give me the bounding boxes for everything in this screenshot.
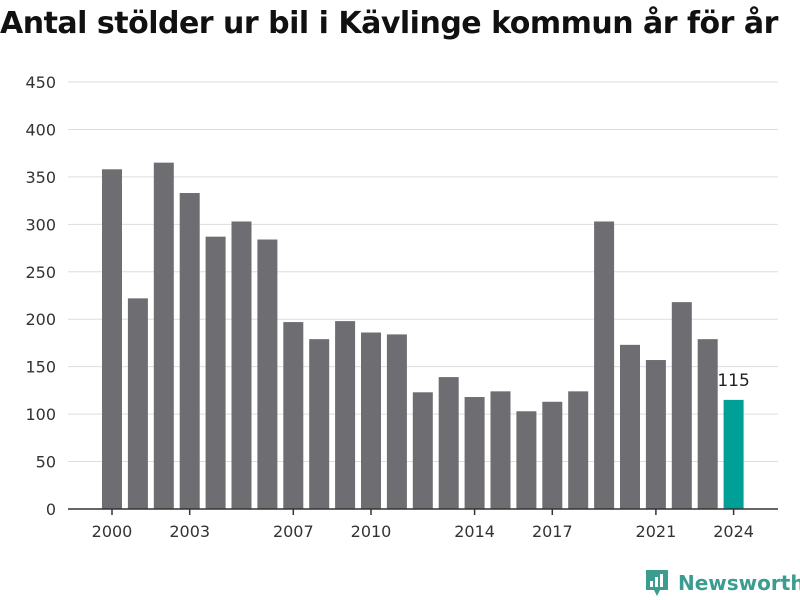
brand-name: Newsworthy [678, 571, 800, 595]
y-tick-label: 300 [25, 215, 56, 234]
y-tick-label: 350 [25, 168, 56, 187]
bar-2001 [127, 298, 148, 509]
brand-logo: Newsworthy [644, 568, 800, 598]
bar-2008 [309, 339, 330, 509]
bar-2009 [335, 321, 356, 509]
bar-2006 [257, 239, 278, 509]
x-tick-label: 2003 [169, 522, 210, 541]
bar-2023 [697, 339, 718, 509]
data-labels: 115 [717, 371, 749, 391]
y-tick-label: 50 [36, 453, 56, 472]
y-tick-label: 150 [25, 358, 56, 377]
y-tick-label: 250 [25, 263, 56, 282]
bars [102, 162, 744, 509]
bar-2017 [542, 401, 563, 509]
y-axis: 0 50 100 150 200 250 300 350 400 450 [25, 73, 56, 519]
data-label: 115 [717, 371, 749, 391]
bar-2004 [205, 236, 226, 509]
bar-2022 [671, 302, 692, 509]
x-tick-label: 2021 [636, 522, 677, 541]
bar-2002 [153, 162, 174, 509]
x-tick-label: 2024 [713, 522, 754, 541]
bar-2015 [490, 391, 511, 509]
bar-2021 [645, 360, 666, 509]
bar-2018 [568, 391, 589, 509]
x-axis: 2000 2003 2007 2010 2014 2017 2021 2024 [68, 508, 778, 541]
bar-2019 [594, 221, 615, 509]
newsworthy-logo-icon [646, 570, 668, 596]
bar-2000 [102, 169, 122, 509]
y-tick-label: 100 [25, 405, 56, 424]
x-tick-label: 2010 [351, 522, 392, 541]
bar-2005 [231, 221, 252, 509]
bar-2003 [179, 193, 200, 509]
bar-2007 [283, 322, 304, 509]
bar-2010 [361, 332, 381, 509]
bar-2020 [620, 344, 640, 509]
y-tick-label: 450 [25, 73, 56, 92]
y-tick-label: 200 [25, 310, 56, 329]
x-tick-label: 2000 [92, 522, 133, 541]
bar-2012 [412, 392, 433, 509]
x-tick-label: 2014 [454, 522, 495, 541]
y-tick-label: 0 [46, 500, 56, 519]
x-tick-label: 2017 [532, 522, 573, 541]
bar-2013 [438, 377, 459, 509]
bar-2016 [516, 411, 537, 509]
bar-2014 [464, 397, 485, 509]
y-tick-label: 400 [25, 120, 56, 139]
chart-title: Antal stölder ur bil i Kävlinge kommun å… [0, 6, 778, 41]
x-tick-label: 2007 [273, 522, 314, 541]
bar-2024 [723, 399, 744, 509]
bar-2011 [386, 334, 407, 509]
